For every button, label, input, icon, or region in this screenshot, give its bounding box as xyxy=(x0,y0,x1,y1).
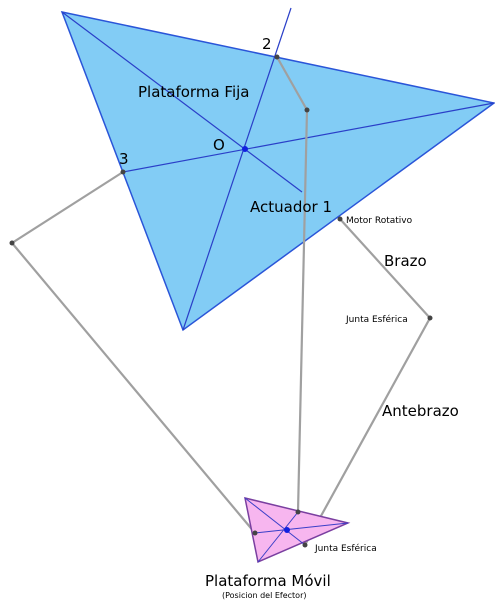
joints xyxy=(9,54,433,548)
label: Antebrazo xyxy=(382,402,459,420)
label: Brazo xyxy=(384,252,427,270)
label: O xyxy=(213,136,225,154)
label: 2 xyxy=(262,35,272,53)
label: Junta Esférica xyxy=(314,543,377,554)
label: Plataforma Fija xyxy=(138,83,249,101)
label: Plataforma Móvil xyxy=(205,572,331,590)
effector-point xyxy=(284,527,290,533)
axes xyxy=(61,7,495,331)
label: (Posicion del Efector) xyxy=(222,591,306,600)
label: Motor Rotativo xyxy=(346,216,413,226)
origin-point xyxy=(242,146,248,152)
label: 3 xyxy=(119,150,129,168)
mobile-axes xyxy=(244,497,349,563)
label: Junta Esférica xyxy=(345,314,408,325)
label: Actuador 1 xyxy=(250,198,332,216)
